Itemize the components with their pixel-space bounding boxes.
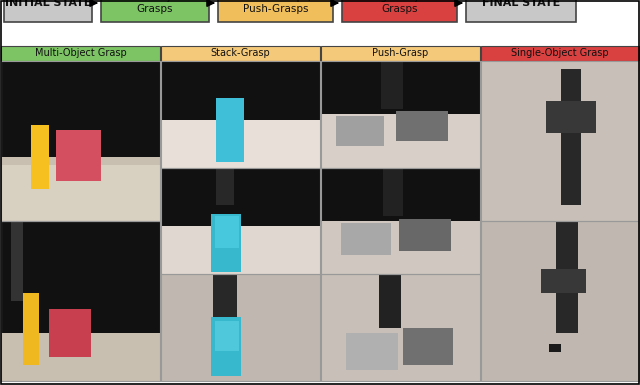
FancyBboxPatch shape xyxy=(321,275,480,381)
FancyBboxPatch shape xyxy=(321,46,480,61)
FancyBboxPatch shape xyxy=(396,111,448,141)
FancyBboxPatch shape xyxy=(466,0,576,22)
FancyBboxPatch shape xyxy=(161,120,320,167)
Text: Stack-Grasp: Stack-Grasp xyxy=(211,49,270,59)
FancyBboxPatch shape xyxy=(399,219,451,251)
FancyBboxPatch shape xyxy=(381,61,403,109)
Text: Multi-Object Grasp: Multi-Object Grasp xyxy=(35,49,126,59)
FancyBboxPatch shape xyxy=(403,328,453,365)
FancyBboxPatch shape xyxy=(218,0,333,22)
FancyBboxPatch shape xyxy=(1,61,160,221)
FancyBboxPatch shape xyxy=(321,167,480,275)
FancyBboxPatch shape xyxy=(342,0,457,22)
FancyBboxPatch shape xyxy=(1,165,160,221)
FancyBboxPatch shape xyxy=(4,0,92,22)
FancyBboxPatch shape xyxy=(561,69,581,205)
FancyBboxPatch shape xyxy=(541,269,586,293)
FancyBboxPatch shape xyxy=(481,221,639,381)
FancyBboxPatch shape xyxy=(1,333,160,381)
FancyBboxPatch shape xyxy=(211,317,241,376)
Text: Multi-Object
Grasps: Multi-Object Grasps xyxy=(123,0,187,14)
FancyBboxPatch shape xyxy=(161,61,320,167)
FancyBboxPatch shape xyxy=(321,114,480,167)
FancyBboxPatch shape xyxy=(161,226,320,275)
FancyBboxPatch shape xyxy=(23,293,39,365)
FancyBboxPatch shape xyxy=(11,221,23,301)
FancyBboxPatch shape xyxy=(31,125,49,189)
FancyBboxPatch shape xyxy=(161,275,320,381)
FancyBboxPatch shape xyxy=(336,117,384,146)
FancyBboxPatch shape xyxy=(49,309,91,357)
FancyBboxPatch shape xyxy=(216,167,234,205)
FancyBboxPatch shape xyxy=(321,61,480,167)
FancyBboxPatch shape xyxy=(213,275,237,317)
FancyBboxPatch shape xyxy=(1,157,160,221)
FancyBboxPatch shape xyxy=(216,98,244,162)
FancyBboxPatch shape xyxy=(161,46,320,61)
FancyBboxPatch shape xyxy=(346,333,398,370)
FancyBboxPatch shape xyxy=(481,61,639,221)
FancyBboxPatch shape xyxy=(549,344,561,352)
FancyBboxPatch shape xyxy=(341,223,391,255)
FancyBboxPatch shape xyxy=(1,46,160,61)
FancyBboxPatch shape xyxy=(101,0,209,22)
FancyBboxPatch shape xyxy=(215,216,239,248)
FancyBboxPatch shape xyxy=(321,221,480,275)
FancyBboxPatch shape xyxy=(546,101,596,133)
FancyBboxPatch shape xyxy=(161,167,320,275)
FancyBboxPatch shape xyxy=(481,46,639,61)
Text: Single-Object
Grasps: Single-Object Grasps xyxy=(364,0,435,14)
Text: Stack-Grasps/
Push-Grasps: Stack-Grasps/ Push-Grasps xyxy=(239,0,312,14)
Text: Single-Object Grasp: Single-Object Grasp xyxy=(511,49,609,59)
FancyBboxPatch shape xyxy=(379,275,401,328)
FancyBboxPatch shape xyxy=(211,214,241,272)
FancyBboxPatch shape xyxy=(1,221,160,381)
Text: FINAL STATE: FINAL STATE xyxy=(482,0,560,8)
Text: Push-Grasp: Push-Grasp xyxy=(372,49,429,59)
FancyBboxPatch shape xyxy=(556,221,578,333)
FancyBboxPatch shape xyxy=(215,321,239,351)
FancyBboxPatch shape xyxy=(383,167,403,216)
FancyBboxPatch shape xyxy=(56,130,101,181)
Text: INITIAL STATE: INITIAL STATE xyxy=(4,0,92,8)
